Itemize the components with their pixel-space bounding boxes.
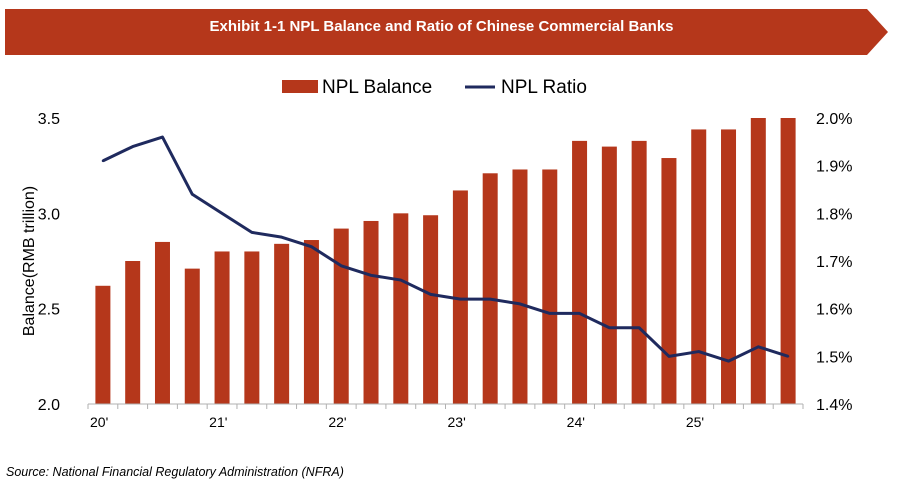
bar-npl-balance	[393, 213, 409, 404]
point-npl-ratio	[340, 264, 343, 267]
point-npl-ratio	[608, 326, 611, 329]
bar-npl-balance	[244, 251, 260, 404]
bar-npl-balance	[601, 146, 617, 404]
line-npl-ratio	[102, 135, 789, 363]
bar-npl-balance	[691, 129, 707, 404]
y-right-tick-label: 1.4%	[816, 397, 852, 414]
point-npl-ratio	[220, 212, 224, 215]
bar-npl-balance	[423, 215, 439, 404]
bar-npl-balance	[661, 158, 677, 404]
y-right-tick-label: 2.0%	[816, 111, 852, 128]
point-npl-ratio	[578, 312, 581, 315]
bar-npl-balance	[154, 241, 170, 404]
x-tick-label: 25'	[686, 414, 704, 430]
bar-npl-balance	[274, 243, 290, 404]
point-npl-ratio	[786, 355, 790, 358]
x-tick-label: 20'	[90, 414, 108, 430]
point-npl-ratio	[548, 312, 551, 315]
bar-npl-balance	[482, 173, 498, 404]
bar-npl-balance	[303, 240, 319, 404]
point-npl-ratio	[488, 297, 492, 301]
point-npl-ratio	[757, 345, 760, 348]
bar-npl-balance	[125, 261, 141, 404]
y-left-axis-label: Balance(RMB trillion)	[21, 186, 38, 336]
point-npl-ratio	[518, 302, 522, 306]
point-npl-ratio	[667, 355, 671, 358]
x-tick-label: 24'	[567, 414, 585, 430]
point-npl-ratio	[459, 297, 462, 301]
chart-title: Exhibit 1-1 NPL Balance and Ratio of Chi…	[209, 18, 674, 35]
x-tick-label: 22'	[328, 414, 346, 430]
bar-npl-balance	[750, 118, 766, 404]
y-right-tick-label: 1.9%	[816, 159, 852, 176]
legend-ratio-label: NPL Ratio	[501, 77, 587, 98]
point-npl-ratio	[697, 350, 700, 353]
y-left-tick-label: 2.0	[38, 397, 60, 414]
header-banner: Exhibit 1-1 NPL Balance and Ratio of Chi…	[0, 0, 900, 60]
y-left-tick-label: 2.5	[38, 302, 60, 319]
bar-npl-balance	[452, 190, 468, 404]
x-tick-label: 23'	[448, 414, 466, 430]
bar-npl-balance	[333, 228, 349, 404]
bar-npl-balance	[512, 169, 528, 404]
point-npl-ratio	[637, 326, 641, 329]
bar-npl-balance	[214, 251, 230, 404]
y-right-tick-label: 1.5%	[816, 349, 852, 366]
y-left-tick-label: 3.0	[38, 206, 60, 223]
bar-npl-balance	[631, 140, 647, 404]
point-npl-ratio	[250, 231, 254, 234]
source-note: Source: National Financial Regulatory Ad…	[6, 465, 344, 479]
point-npl-ratio	[101, 159, 105, 163]
point-npl-ratio	[280, 235, 283, 239]
banner-arrow-shape	[5, 9, 888, 55]
y-left-tick-label: 3.5	[38, 111, 60, 128]
point-npl-ratio	[310, 245, 313, 248]
y-right-tick-label: 1.7%	[816, 254, 852, 271]
point-npl-ratio	[191, 193, 194, 196]
point-npl-ratio	[727, 359, 730, 363]
y-right-tick-label: 1.8%	[816, 206, 852, 223]
point-npl-ratio	[131, 145, 134, 148]
point-npl-ratio	[369, 274, 373, 277]
point-npl-ratio	[429, 293, 432, 296]
legend-balance-label: NPL Balance	[322, 77, 432, 98]
bar-npl-balance	[780, 118, 796, 404]
x-tick-label: 21'	[209, 414, 227, 430]
bar-npl-balance	[363, 220, 379, 404]
point-npl-ratio	[399, 278, 403, 282]
y-right-tick-label: 1.6%	[816, 302, 852, 319]
npl-chart: NPL Balance NPL Ratio 20' 21' 22' 23' 24' 25' 2.…	[21, 77, 852, 430]
legend-balance-swatch	[282, 80, 318, 93]
bar-npl-balance	[184, 268, 200, 404]
bar-npl-balance	[572, 140, 588, 404]
bar-npl-balance	[542, 169, 558, 404]
bar-npl-balance	[95, 285, 111, 404]
bar-npl-balance	[721, 129, 737, 404]
point-npl-ratio	[161, 135, 164, 139]
